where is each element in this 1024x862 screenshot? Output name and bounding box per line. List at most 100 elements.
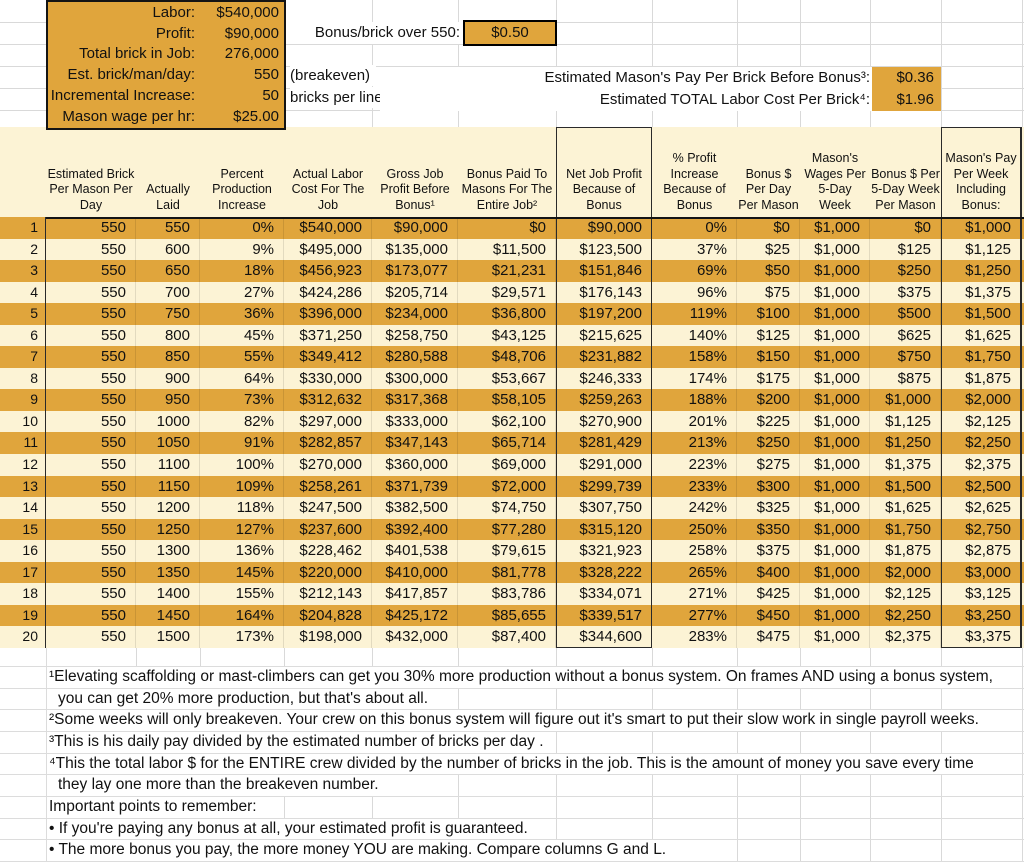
table-cell[interactable]: $2,625 <box>941 497 1022 519</box>
table-cell[interactable]: $259,263 <box>556 389 652 411</box>
table-cell[interactable]: $1,000 <box>800 281 870 304</box>
table-cell[interactable]: $2,500 <box>941 475 1022 498</box>
table-cell[interactable]: $258,261 <box>284 475 372 498</box>
table-cell[interactable]: $392,400 <box>372 518 458 541</box>
table-cell[interactable]: 271% <box>652 583 737 605</box>
table-cell[interactable]: 233% <box>652 475 737 498</box>
table-cell[interactable]: 850 <box>136 346 200 368</box>
table-cell[interactable]: $125 <box>870 238 941 261</box>
table-cell[interactable]: $228,462 <box>284 540 372 562</box>
table-cell[interactable]: $173,077 <box>372 260 458 282</box>
table-cell[interactable]: $307,750 <box>556 497 652 519</box>
table-cell[interactable]: 1350 <box>136 561 200 584</box>
table-cell[interactable]: $3,000 <box>941 561 1022 584</box>
table-cell[interactable]: $299,739 <box>556 475 652 498</box>
table-cell[interactable]: $234,000 <box>372 303 458 325</box>
table-cell[interactable]: $347,143 <box>372 432 458 455</box>
table-cell[interactable]: 600 <box>136 238 200 261</box>
table-cell[interactable]: $1,000 <box>800 324 870 347</box>
table-cell[interactable]: $297,000 <box>284 410 372 433</box>
table-cell[interactable]: 213% <box>652 432 737 455</box>
table-cell[interactable]: $79,615 <box>458 540 556 562</box>
table-cell[interactable]: 550 <box>46 475 136 498</box>
table-cell[interactable]: $1,000 <box>800 454 870 476</box>
table-cell[interactable]: $350 <box>737 518 800 541</box>
table-cell[interactable]: $87,400 <box>458 626 556 648</box>
table-cell[interactable]: 223% <box>652 454 737 476</box>
table-cell[interactable]: 550 <box>46 561 136 584</box>
parameter-value[interactable]: 276,000 <box>224 45 279 63</box>
table-cell[interactable]: 64% <box>200 367 284 390</box>
table-cell[interactable]: $2,250 <box>870 604 941 627</box>
table-cell[interactable]: $1,250 <box>870 432 941 455</box>
table-cell[interactable]: $1,000 <box>800 475 870 498</box>
table-cell[interactable]: 140% <box>652 324 737 347</box>
table-cell[interactable]: $36,800 <box>458 303 556 325</box>
table-cell[interactable]: $247,500 <box>284 497 372 519</box>
table-cell[interactable]: $62,100 <box>458 410 556 433</box>
table-cell[interactable]: $280,588 <box>372 346 458 368</box>
table-cell[interactable]: $424,286 <box>284 281 372 304</box>
table-cell[interactable]: $1,500 <box>870 475 941 498</box>
table-cell[interactable]: 1450 <box>136 604 200 627</box>
table-cell[interactable]: $1,000 <box>800 389 870 411</box>
table-cell[interactable]: 550 <box>46 260 136 282</box>
table-cell[interactable]: $21,231 <box>458 260 556 282</box>
table-cell[interactable]: 277% <box>652 604 737 627</box>
table-cell[interactable]: $2,125 <box>941 410 1022 433</box>
table-cell[interactable]: 136% <box>200 540 284 562</box>
table-cell[interactable]: 0% <box>652 217 737 239</box>
table-cell[interactable]: $81,778 <box>458 561 556 584</box>
table-cell[interactable]: $1,000 <box>800 217 870 239</box>
parameter-value[interactable]: $25.00 <box>233 107 279 125</box>
table-cell[interactable]: $1,750 <box>941 346 1022 368</box>
table-cell[interactable]: $135,000 <box>372 238 458 261</box>
table-cell[interactable]: 550 <box>46 454 136 476</box>
table-cell[interactable]: $1,000 <box>800 238 870 261</box>
table-cell[interactable]: $325 <box>737 497 800 519</box>
table-cell[interactable]: $50 <box>737 260 800 282</box>
table-cell[interactable]: $237,600 <box>284 518 372 541</box>
table-cell[interactable]: $328,222 <box>556 561 652 584</box>
table-cell[interactable]: $175 <box>737 367 800 390</box>
table-cell[interactable]: 1100 <box>136 454 200 476</box>
table-cell[interactable]: 242% <box>652 497 737 519</box>
table-cell[interactable]: $300,000 <box>372 367 458 390</box>
table-cell[interactable]: $3,125 <box>941 583 1022 605</box>
table-cell[interactable]: $1,000 <box>800 583 870 605</box>
table-cell[interactable]: $495,000 <box>284 238 372 261</box>
table-cell[interactable]: 188% <box>652 389 737 411</box>
table-cell[interactable]: 550 <box>46 217 136 239</box>
table-cell[interactable]: 550 <box>46 583 136 605</box>
table-cell[interactable]: 258% <box>652 540 737 562</box>
table-cell[interactable]: $225 <box>737 410 800 433</box>
table-cell[interactable]: $2,000 <box>941 389 1022 411</box>
table-cell[interactable]: $90,000 <box>556 217 652 239</box>
table-cell[interactable]: 55% <box>200 346 284 368</box>
table-cell[interactable]: $1,000 <box>800 346 870 368</box>
table-cell[interactable]: $300 <box>737 475 800 498</box>
table-cell[interactable]: 550 <box>46 346 136 368</box>
table-cell[interactable]: $2,375 <box>870 626 941 648</box>
table-cell[interactable]: 158% <box>652 346 737 368</box>
table-cell[interactable]: $375 <box>870 281 941 304</box>
table-cell[interactable]: $315,120 <box>556 518 652 541</box>
table-cell[interactable]: 1400 <box>136 583 200 605</box>
table-cell[interactable]: $69,000 <box>458 454 556 476</box>
table-cell[interactable]: $410,000 <box>372 561 458 584</box>
parameter-value[interactable]: $540,000 <box>216 4 279 21</box>
table-cell[interactable]: $425,172 <box>372 604 458 627</box>
table-cell[interactable]: 550 <box>136 217 200 239</box>
table-cell[interactable]: 550 <box>46 238 136 261</box>
table-cell[interactable]: $197,200 <box>556 303 652 325</box>
table-cell[interactable]: 73% <box>200 389 284 411</box>
table-cell[interactable]: $1,000 <box>800 367 870 390</box>
table-cell[interactable]: 550 <box>46 432 136 455</box>
table-cell[interactable]: $1,000 <box>941 217 1022 239</box>
table-cell[interactable]: $396,000 <box>284 303 372 325</box>
table-cell[interactable]: $625 <box>870 324 941 347</box>
table-cell[interactable]: $1,750 <box>870 518 941 541</box>
table-cell[interactable]: $250 <box>870 260 941 282</box>
table-cell[interactable]: 950 <box>136 389 200 411</box>
table-cell[interactable]: 1200 <box>136 497 200 519</box>
